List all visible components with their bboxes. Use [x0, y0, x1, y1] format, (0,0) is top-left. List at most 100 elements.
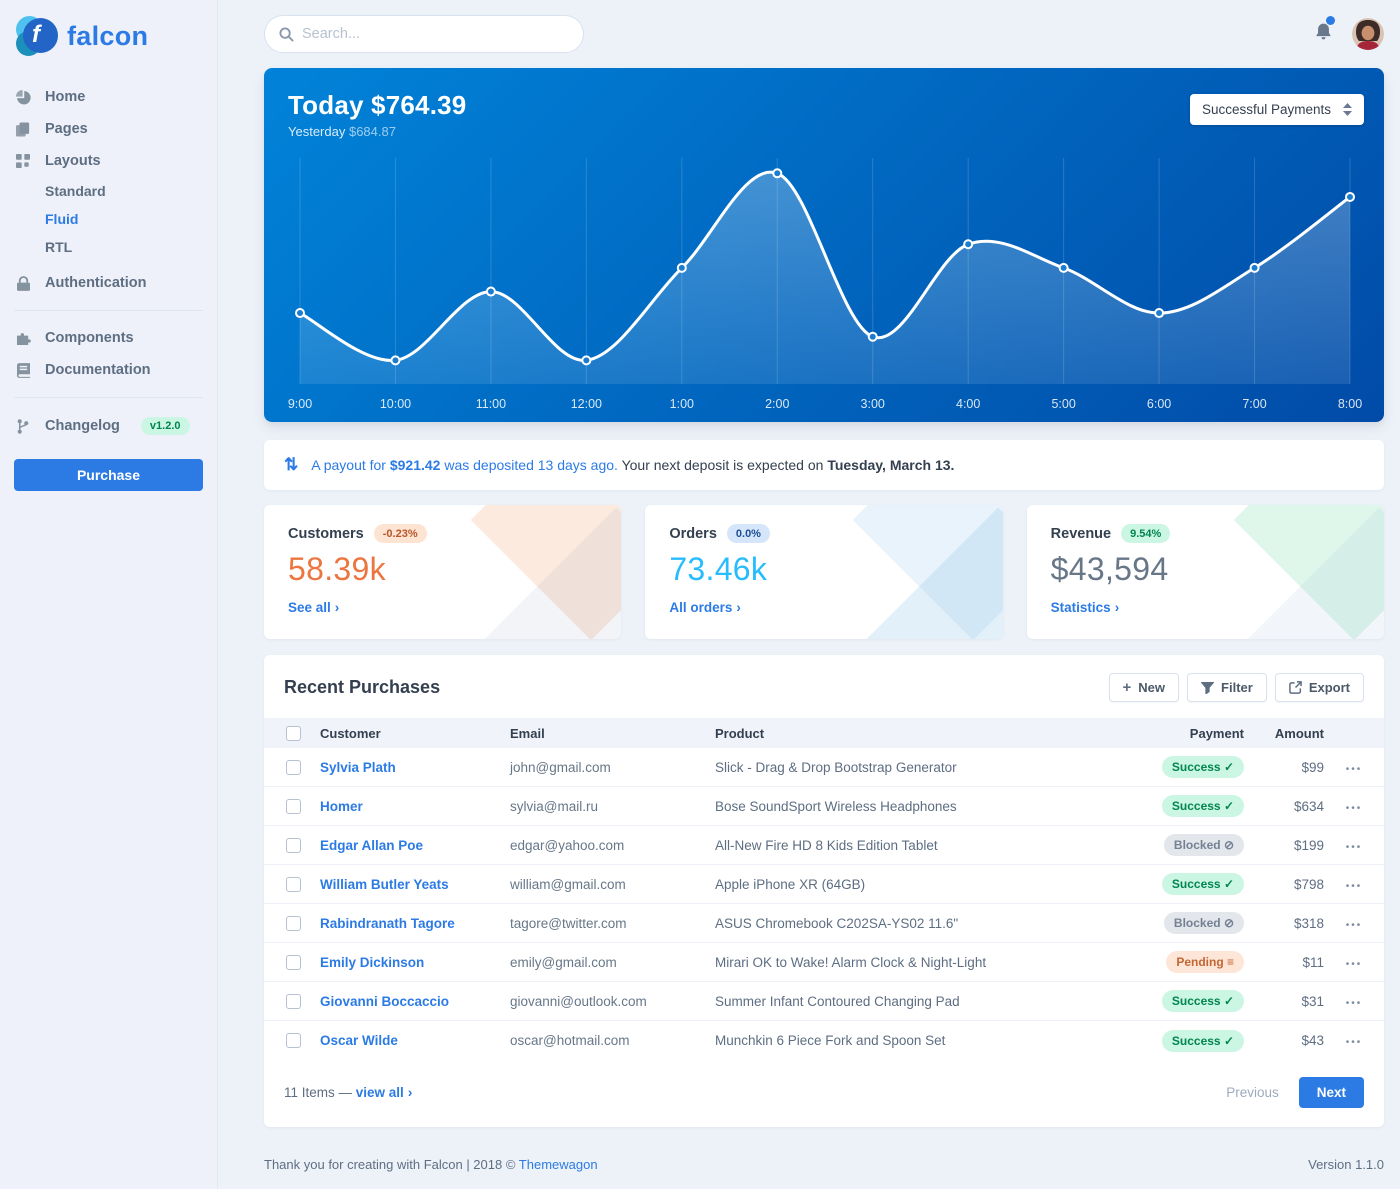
stat-card-revenue: Revenue 9.54% $43,594 Statistics ›	[1026, 505, 1384, 639]
sidebar-item-authentication[interactable]: Authentication	[14, 267, 203, 299]
new-button[interactable]: + New	[1108, 673, 1180, 702]
stat-cards: Customers -0.23% 58.39k See all › Orders 0.0% 7…	[264, 505, 1384, 639]
book-icon	[14, 362, 32, 378]
chevron-right-icon: ›	[334, 600, 340, 615]
themewagon-link[interactable]: Themewagon	[518, 1157, 598, 1172]
notifications-bell-icon[interactable]	[1313, 15, 1335, 48]
recent-purchases-card: Recent Purchases + New Filter Export	[264, 655, 1384, 1127]
revenue-link[interactable]: Statistics ›	[1050, 600, 1120, 615]
row-actions-menu[interactable]: •••	[1345, 919, 1363, 931]
customer-email: sylvia@mail.ru	[510, 798, 598, 814]
stat-title: Customers	[288, 525, 364, 542]
next-button[interactable]: Next	[1298, 1077, 1364, 1108]
table-row: Homer sylvia@mail.ru Bose SoundSport Wirel…	[264, 787, 1384, 826]
row-actions-menu[interactable]: •••	[1345, 841, 1363, 853]
customer-link[interactable]: Emily Dickinson	[320, 954, 425, 970]
export-button[interactable]: Export	[1274, 673, 1364, 702]
amount-value: $43	[1301, 1033, 1324, 1048]
sidebar-item-label: Documentation	[45, 362, 151, 378]
column-header-email: Email	[510, 725, 545, 741]
payment-status-badge: Blocked ⊘	[1163, 912, 1244, 934]
product-name: Bose SoundSport Wireless Headphones	[715, 798, 957, 814]
row-actions-menu[interactable]: •••	[1345, 997, 1363, 1009]
filter-icon	[1201, 681, 1215, 694]
customer-email: john@gmail.com	[510, 759, 611, 775]
chart-type-select[interactable]: Successful Payments	[1189, 94, 1364, 125]
stat-card-orders: Orders 0.0% 73.46k All orders ›	[645, 505, 1003, 639]
stat-value: $43,594	[1050, 551, 1169, 587]
product-name: Apple iPhone XR (64GB)	[715, 876, 866, 892]
row-actions-menu[interactable]: •••	[1345, 958, 1363, 970]
customer-link[interactable]: Homer	[320, 798, 363, 814]
customer-email: giovanni@outlook.com	[510, 993, 647, 1009]
sidebar-item-changelog[interactable]: Changelog v1.2.0	[14, 409, 203, 443]
customer-link[interactable]: William Butler Yeats	[320, 876, 449, 892]
sort-caret-icon	[1343, 103, 1352, 116]
svg-text:1:00: 1:00	[670, 397, 694, 411]
row-checkbox[interactable]	[286, 837, 301, 853]
stat-value: 73.46k	[669, 551, 768, 587]
svg-text:8:00: 8:00	[1338, 397, 1362, 411]
sidebar-item-label: Home	[45, 89, 86, 105]
footer-version: Version 1.1.0	[1308, 1157, 1384, 1172]
customer-link[interactable]: Sylvia Plath	[320, 759, 396, 775]
row-checkbox[interactable]	[286, 798, 301, 814]
row-actions-menu[interactable]: •••	[1345, 1037, 1363, 1048]
select-all-checkbox[interactable]	[286, 726, 301, 742]
customer-link[interactable]: Giovanni Boccaccio	[320, 993, 450, 1009]
row-checkbox[interactable]	[286, 876, 301, 892]
brand-logo[interactable]: f falcon	[14, 0, 203, 81]
sidebar-item-documentation[interactable]: Documentation	[14, 354, 203, 386]
row-checkbox[interactable]	[286, 915, 301, 931]
plus-icon: +	[1122, 679, 1132, 696]
row-checkbox[interactable]	[286, 993, 301, 1009]
table-row: Emily Dickinson emily@gmail.com Mirari OK …	[264, 943, 1384, 982]
row-checkbox[interactable]	[286, 759, 301, 775]
payments-line-chart: 9:00 10:00 11:00 12:00 1:00 2:00 3:00 4:00 5:00 6…	[264, 152, 1384, 422]
sidebar-item-components[interactable]: Components	[14, 322, 203, 354]
sidebar: f falcon Home Pages Layouts Standard Flu…	[0, 0, 218, 1189]
table-row: Edgar Allan Poe edgar@yahoo.com All-New Fi…	[264, 826, 1384, 865]
payment-status-badge: Pending ≡	[1166, 951, 1244, 973]
payment-status-badge: Success ✓	[1161, 990, 1244, 1012]
filter-button[interactable]: Filter	[1187, 673, 1267, 702]
yesterday-amount: $684.87	[348, 124, 396, 139]
product-name: All-New Fire HD 8 Kids Edition Tablet	[715, 837, 938, 853]
customer-link[interactable]: Edgar Allan Poe	[320, 837, 424, 853]
payment-status-badge: Success ✓	[1161, 756, 1244, 778]
product-name: Munchkin 6 Piece Fork and Spoon Set	[715, 1033, 946, 1048]
sidebar-item-label: Layouts	[45, 153, 101, 169]
row-actions-menu[interactable]: •••	[1345, 880, 1363, 892]
sidebar-item-home[interactable]: Home	[14, 81, 203, 113]
purchase-button[interactable]: Purchase	[14, 459, 203, 491]
customer-link[interactable]: Oscar Wilde	[320, 1033, 398, 1048]
row-actions-menu[interactable]: •••	[1345, 763, 1363, 775]
previous-button[interactable]: Previous	[1226, 1085, 1279, 1100]
search-input[interactable]	[302, 26, 569, 42]
sidebar-item-layouts[interactable]: Layouts	[14, 145, 203, 177]
svg-text:4:00: 4:00	[956, 397, 980, 411]
notification-dot	[1326, 15, 1335, 25]
table-row: William Butler Yeats william@gmail.com App…	[264, 865, 1384, 904]
orders-link[interactable]: All orders ›	[669, 600, 741, 615]
sidebar-item-pages[interactable]: Pages	[14, 113, 203, 145]
stat-value: 58.39k	[288, 551, 386, 587]
sidebar-subitem-standard[interactable]: Standard	[45, 183, 106, 199]
copy-icon	[14, 122, 32, 137]
row-actions-menu[interactable]: •••	[1345, 802, 1363, 814]
row-checkbox[interactable]	[286, 954, 301, 970]
sidebar-subitem-fluid[interactable]: Fluid	[45, 211, 79, 227]
user-avatar[interactable]	[1352, 18, 1384, 50]
sidebar-subitem-rtl[interactable]: RTL	[45, 239, 73, 255]
row-checkbox[interactable]	[286, 1033, 301, 1049]
customer-link[interactable]: Rabindranath Tagore	[320, 915, 455, 931]
sidebar-divider	[14, 310, 203, 311]
customer-email: oscar@hotmail.com	[510, 1033, 630, 1048]
payment-status-badge: Success ✓	[1161, 1029, 1244, 1052]
payments-chart-card: Today $764.39 Yesterday $684.87 Successf…	[264, 68, 1384, 422]
topbar	[264, 0, 1384, 68]
version-badge: v1.2.0	[140, 417, 190, 435]
view-all-link[interactable]: view all ›	[355, 1085, 413, 1100]
customers-link[interactable]: See all ›	[288, 600, 340, 615]
payout-link[interactable]: A payout for $921.42 was deposited 13 da…	[311, 457, 618, 473]
